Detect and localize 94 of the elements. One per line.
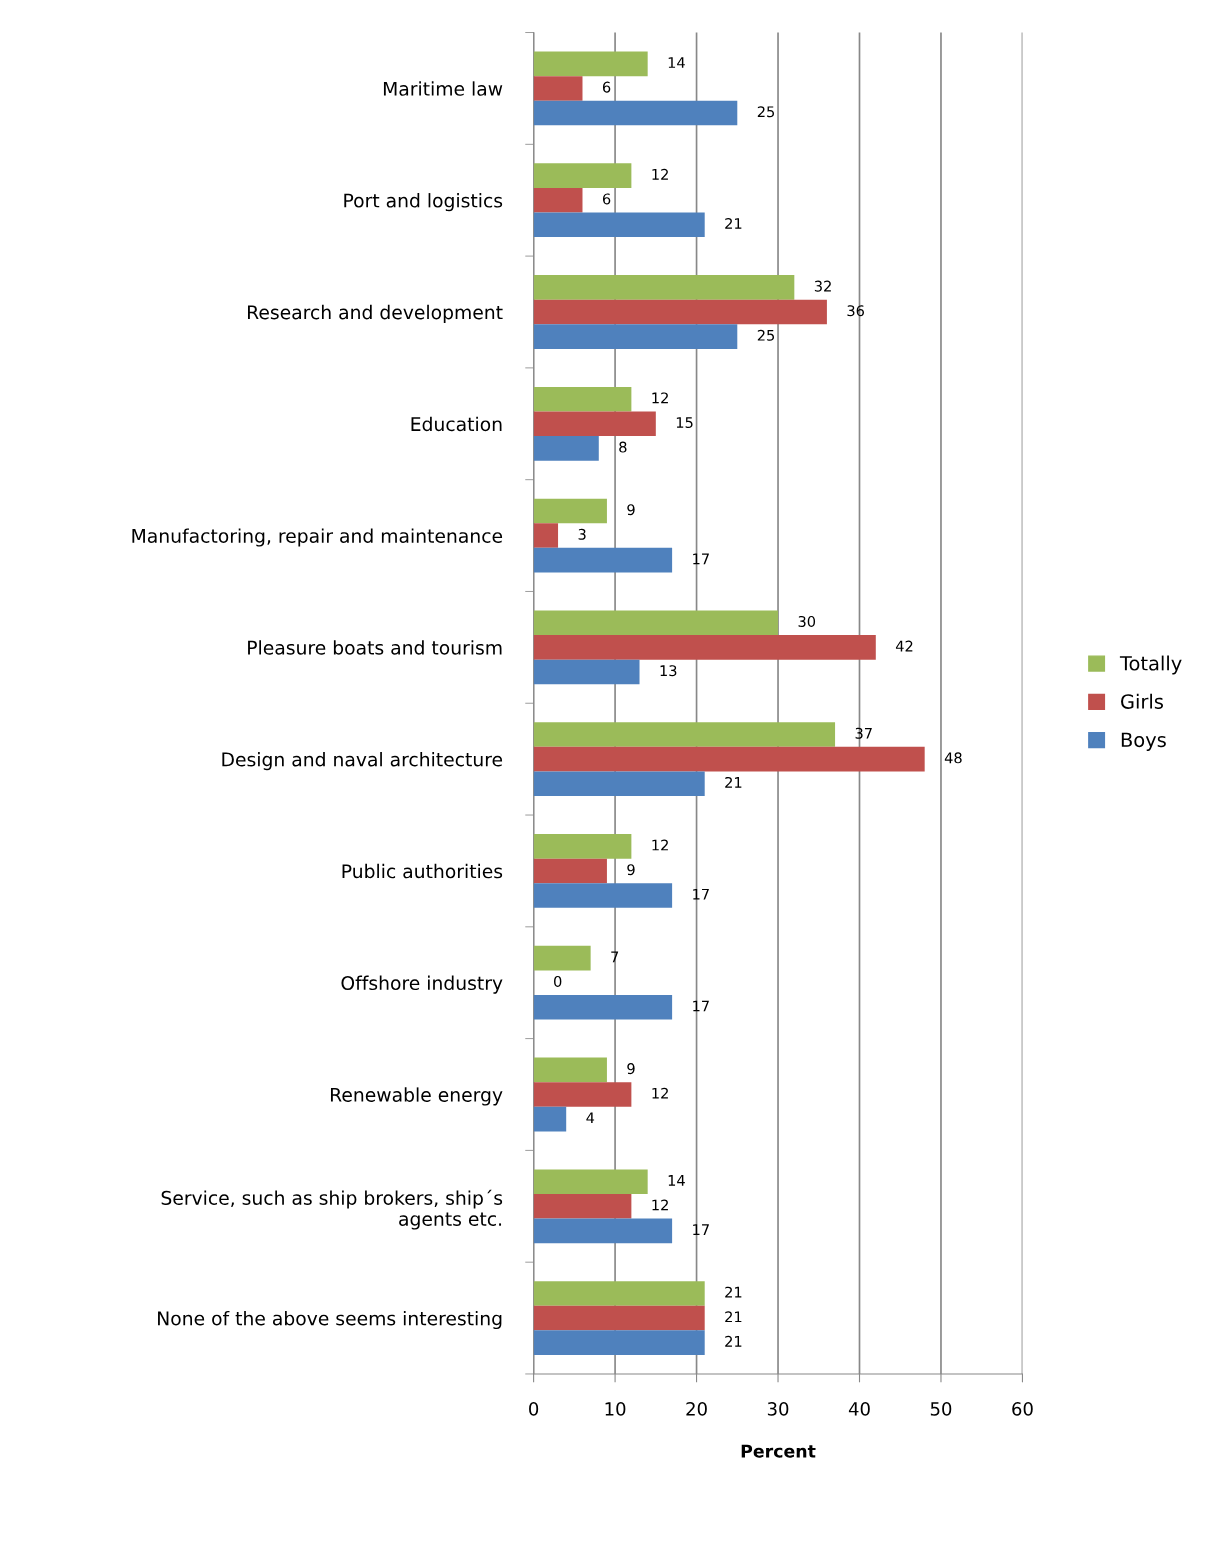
data-label: 12 — [652, 168, 668, 180]
data-label: 9 — [627, 864, 635, 876]
data-label: 7 — [611, 951, 619, 963]
x-tick-label: 10 — [605, 1402, 626, 1416]
y-tick-label: None of the above seems interesting — [158, 1310, 502, 1330]
legend-label: Totally — [1119, 655, 1182, 675]
y-tick-label: Renewable energy — [330, 1087, 503, 1106]
y-tick-label: Maritime law — [383, 81, 503, 96]
bar — [533, 547, 673, 573]
data-label: 0 — [554, 975, 562, 987]
data-label: 9 — [627, 504, 635, 516]
y-tick-label: Service, such as ship brokers, ship´s agents etc. — [161, 1189, 503, 1230]
data-label: 21 — [725, 776, 742, 788]
data-label: 14 — [668, 1175, 685, 1186]
bar — [533, 1330, 705, 1355]
data-label: 17 — [693, 888, 709, 900]
data-label: 8 — [619, 441, 627, 453]
bar — [533, 834, 632, 859]
y-tick-label: Design and naval architecture — [222, 752, 503, 771]
x-tick-label: 0 — [529, 1402, 539, 1416]
bar — [533, 635, 876, 660]
x-tick-label: 50 — [930, 1402, 952, 1416]
data-label: 21 — [725, 1286, 742, 1298]
bar — [533, 771, 705, 797]
bar — [533, 275, 795, 300]
bar — [533, 1082, 632, 1107]
y-tick-label: Education — [411, 416, 502, 432]
legend-label: Boys — [1121, 732, 1166, 751]
data-label: 36 — [847, 305, 864, 317]
bar — [533, 212, 705, 238]
x-axis-title: Percent — [741, 1444, 816, 1458]
bar — [533, 1193, 632, 1219]
bar — [533, 51, 648, 77]
y-tick-label: Port and logistics — [344, 193, 503, 212]
data-label: 12 — [652, 1087, 668, 1099]
bar — [533, 883, 673, 908]
data-label: 25 — [757, 106, 775, 118]
bar — [533, 1305, 705, 1331]
x-tick-label: 40 — [848, 1402, 870, 1416]
data-label: 3 — [578, 528, 586, 540]
bar — [533, 498, 607, 524]
bar — [533, 386, 632, 412]
data-label: 14 — [668, 57, 685, 68]
data-label: 4 — [586, 1112, 595, 1124]
bar — [533, 746, 925, 772]
bar — [533, 411, 656, 437]
bar — [533, 163, 632, 188]
x-tick-label: 60 — [1012, 1402, 1033, 1416]
bar — [533, 436, 599, 461]
data-label: 25 — [757, 329, 775, 341]
data-label: 6 — [602, 193, 611, 205]
bar — [533, 1057, 607, 1083]
y-tick-label: Manufactoring, repair and maintenance — [132, 528, 503, 547]
data-label: 9 — [627, 1063, 635, 1075]
data-label: 48 — [944, 752, 962, 764]
y-tick-label: Offshore industry — [341, 975, 503, 994]
legend-label: Girls — [1121, 693, 1163, 709]
data-label: 17 — [693, 1000, 709, 1012]
data-label: 21 — [725, 1335, 742, 1347]
data-label: 37 — [855, 727, 872, 739]
data-label: 17 — [693, 553, 709, 565]
bar — [533, 858, 607, 884]
data-label: 32 — [814, 280, 831, 292]
bar — [533, 1106, 567, 1132]
data-label: 12 — [652, 392, 668, 404]
bar — [533, 100, 738, 126]
bar — [533, 995, 673, 1020]
y-tick-label: Public authorities — [342, 863, 503, 879]
data-label: 12 — [652, 839, 668, 851]
bar — [533, 1281, 705, 1306]
data-label: 17 — [693, 1224, 709, 1235]
data-label: 6 — [602, 81, 611, 93]
x-tick-label: 30 — [767, 1402, 789, 1416]
bar — [533, 299, 827, 325]
data-label: 12 — [652, 1199, 668, 1211]
bar — [533, 187, 583, 213]
data-label: 21 — [725, 218, 742, 229]
bar — [533, 610, 779, 636]
bar — [533, 722, 836, 747]
bar — [533, 1218, 673, 1244]
data-label: 42 — [895, 640, 913, 652]
x-tick-label: 20 — [686, 1402, 707, 1416]
bar — [533, 324, 738, 349]
y-tick-label: Pleasure boats and tourism — [248, 640, 502, 655]
bar — [533, 76, 583, 101]
bar — [533, 945, 591, 971]
data-label: 21 — [725, 1311, 742, 1323]
bar — [533, 659, 640, 685]
data-label: 13 — [660, 665, 677, 677]
data-label: 30 — [798, 615, 816, 627]
bar — [533, 1169, 648, 1194]
bar — [533, 523, 559, 548]
y-tick-label: Research and development — [248, 304, 503, 324]
data-label: 15 — [676, 417, 693, 429]
